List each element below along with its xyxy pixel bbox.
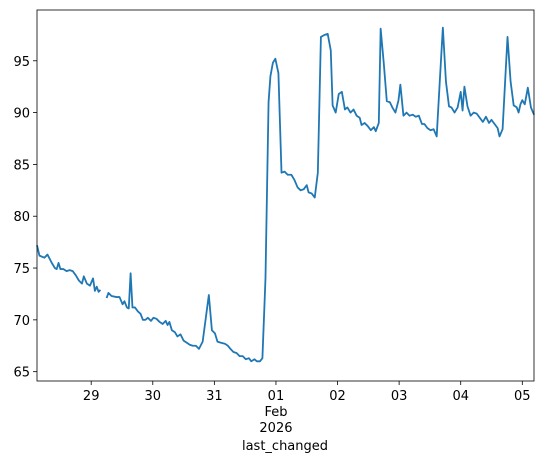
x-tick-label: 02 <box>329 389 346 404</box>
x-tick-label: 29 <box>83 389 100 404</box>
x-tick-label: 30 <box>145 389 162 404</box>
y-tick-label: 75 <box>13 262 30 277</box>
x-tick-label: 04 <box>452 389 469 404</box>
x-axis-label: last_changed <box>242 439 328 454</box>
y-tick-label: 65 <box>13 366 30 381</box>
year-label: 2026 <box>259 421 292 436</box>
y-tick-label: 85 <box>13 158 30 173</box>
y-tick-label: 70 <box>13 314 30 329</box>
data-line <box>36 26 535 363</box>
y-tick-label: 80 <box>13 210 30 225</box>
month-label: Feb <box>264 405 287 420</box>
x-tick-label: 01 <box>268 389 285 404</box>
x-tick-label: 31 <box>206 389 223 404</box>
x-tick-label: 03 <box>391 389 408 404</box>
y-tick-label: 95 <box>13 55 30 70</box>
x-tick-label: 05 <box>514 389 531 404</box>
plot-frame <box>36 9 535 382</box>
y-tick-label: 90 <box>13 107 30 122</box>
